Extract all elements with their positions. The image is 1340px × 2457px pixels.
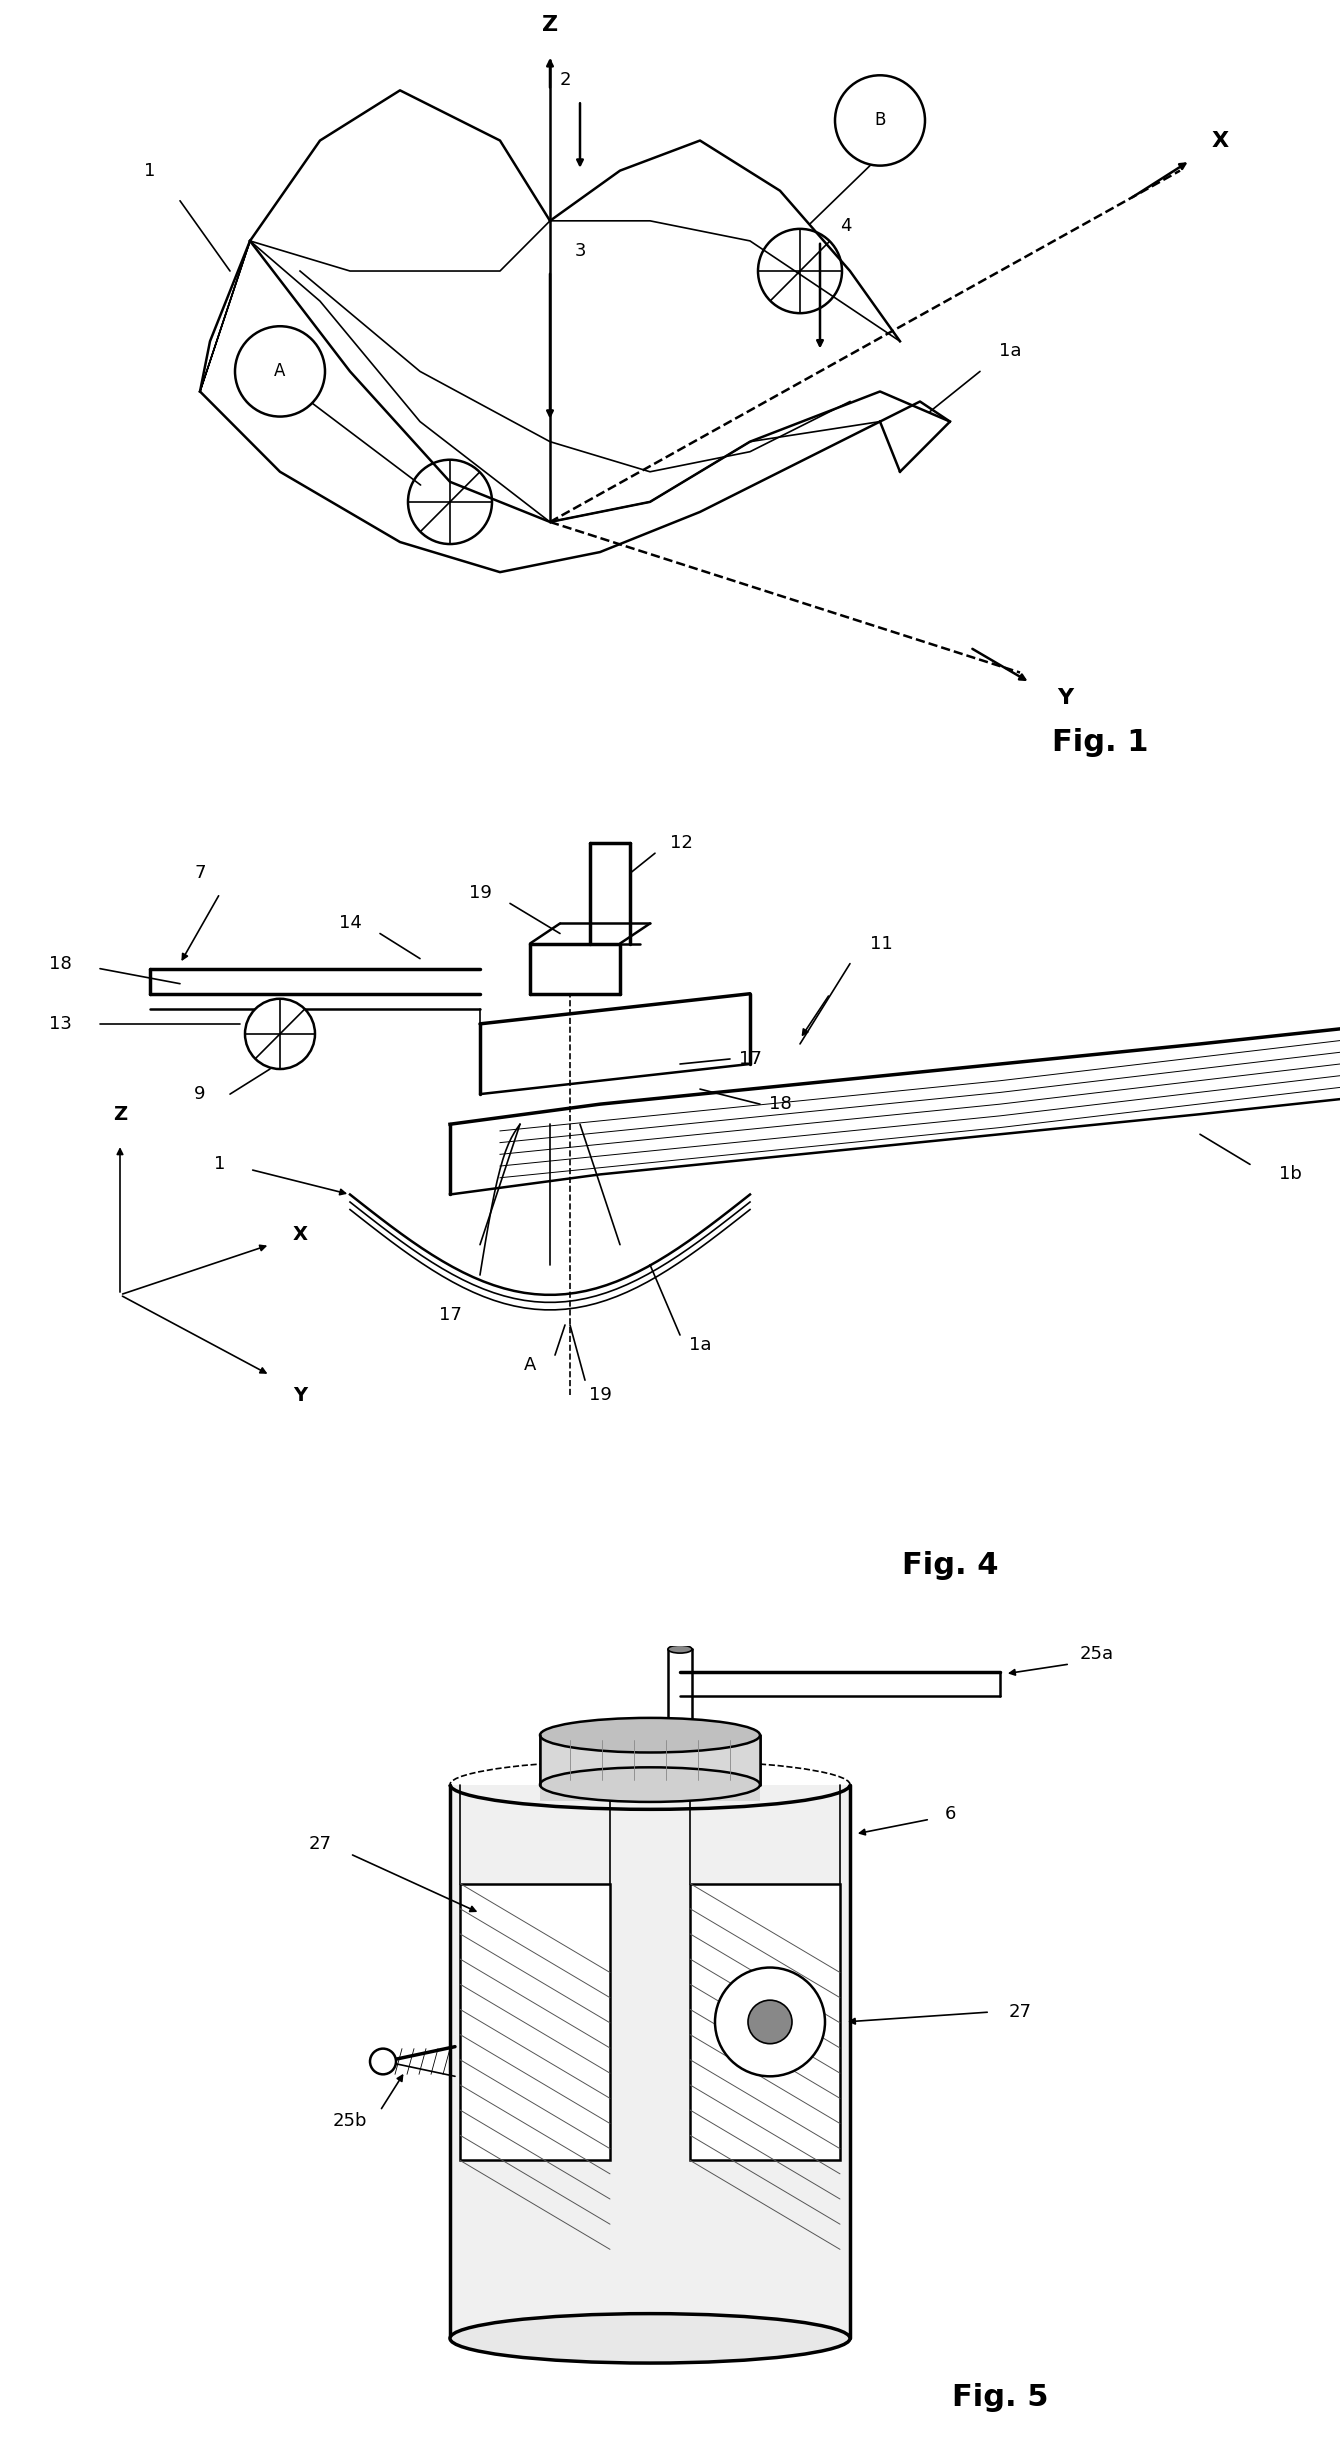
Ellipse shape (540, 1767, 760, 1801)
Text: Fig. 4: Fig. 4 (902, 1550, 998, 1580)
FancyBboxPatch shape (690, 1885, 840, 2160)
Text: Fig. 5: Fig. 5 (951, 2383, 1048, 2413)
Text: 19: 19 (469, 885, 492, 902)
Circle shape (748, 2000, 792, 2044)
Text: X: X (292, 1226, 307, 1243)
Text: 18: 18 (48, 956, 71, 973)
Text: Z: Z (113, 1106, 127, 1123)
Text: 25a: 25a (1080, 1646, 1114, 1663)
Text: Y: Y (1057, 688, 1073, 708)
Text: A: A (275, 361, 285, 381)
PathPatch shape (450, 1784, 850, 2339)
Text: Z: Z (541, 15, 557, 34)
Circle shape (835, 76, 925, 165)
Text: 1: 1 (214, 1155, 225, 1174)
Text: 14: 14 (339, 914, 362, 934)
Text: 25b: 25b (332, 2113, 367, 2130)
Text: Fig. 1: Fig. 1 (1052, 727, 1148, 757)
Text: 18: 18 (769, 1096, 792, 1113)
Text: 19: 19 (588, 1386, 611, 1405)
Text: Y: Y (293, 1386, 307, 1405)
Text: 6: 6 (945, 1806, 955, 1823)
Circle shape (234, 327, 326, 418)
Text: 27: 27 (308, 1835, 331, 1853)
Text: 7: 7 (194, 865, 206, 882)
Text: 2: 2 (559, 71, 571, 88)
Circle shape (245, 998, 315, 1069)
Text: X: X (1211, 130, 1229, 150)
Ellipse shape (540, 1717, 760, 1752)
Text: 17: 17 (738, 1049, 761, 1069)
FancyBboxPatch shape (540, 1735, 760, 1801)
Text: 17: 17 (438, 1307, 461, 1324)
Text: 12: 12 (670, 835, 693, 853)
Circle shape (716, 1968, 825, 2076)
FancyBboxPatch shape (460, 1885, 610, 2160)
Circle shape (370, 2049, 397, 2074)
Text: 1b: 1b (1278, 1165, 1301, 1184)
Text: 1a: 1a (689, 1337, 712, 1354)
Text: 9: 9 (194, 1086, 206, 1103)
Text: 11: 11 (870, 934, 892, 953)
Text: 3: 3 (575, 241, 587, 260)
Ellipse shape (450, 2314, 850, 2364)
Text: A: A (524, 1356, 536, 1373)
Text: 1: 1 (145, 162, 155, 179)
Text: 1a: 1a (998, 342, 1021, 361)
Text: 4: 4 (840, 216, 851, 236)
Text: 13: 13 (48, 1015, 71, 1032)
Text: B: B (874, 111, 886, 130)
Ellipse shape (669, 1646, 691, 1654)
Text: 27: 27 (1009, 2002, 1032, 2022)
